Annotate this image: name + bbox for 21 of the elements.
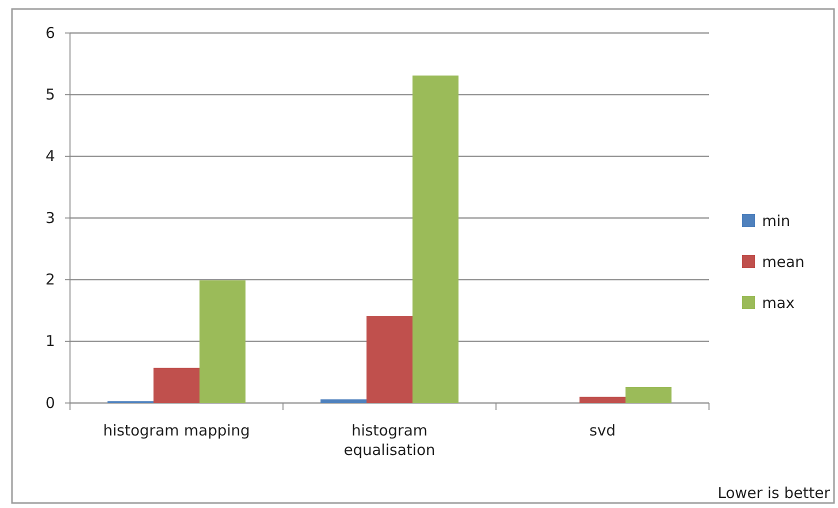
- legend-label: mean: [762, 253, 805, 271]
- y-tick-label: 6: [45, 24, 55, 42]
- bar: [366, 316, 412, 403]
- x-tick-label: histogram equalisation: [344, 422, 436, 460]
- y-tick-label: 5: [45, 85, 55, 104]
- y-tick-label: 3: [45, 208, 55, 227]
- text: Lower is better: [718, 484, 831, 502]
- bar: [412, 76, 458, 403]
- x-tick-label: svd: [589, 422, 616, 440]
- legend-label: max: [762, 294, 795, 312]
- bar: [580, 396, 626, 403]
- bar: [200, 280, 246, 403]
- bar: [320, 399, 366, 403]
- y-tick-label: 1: [45, 332, 55, 350]
- x-tick-label: histogram mapping: [103, 422, 250, 440]
- y-tick-label: 4: [45, 147, 55, 166]
- bar: [626, 386, 672, 403]
- y-tick-label: 2: [45, 270, 55, 288]
- legend-label: min: [762, 212, 790, 230]
- y-tick-label: 0: [45, 394, 55, 412]
- bar: [154, 368, 200, 403]
